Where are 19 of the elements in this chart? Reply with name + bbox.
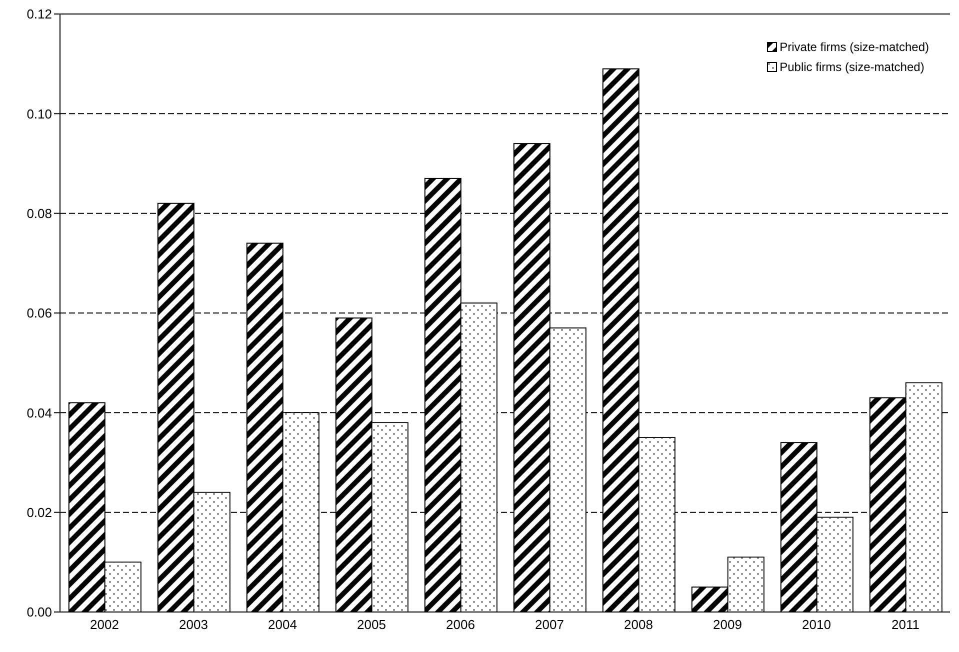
y-tick-label: 0.06 [26, 306, 52, 321]
x-tick-label: 2003 [179, 617, 208, 632]
y-tick-label: 0.04 [26, 405, 52, 420]
x-tick-label: 2007 [535, 617, 564, 632]
y-tick-label: 0.10 [26, 106, 52, 122]
y-tick-label: 0.12 [26, 6, 52, 22]
y-tick-label: 0.02 [26, 504, 52, 520]
x-tick-label: 2004 [268, 617, 297, 632]
x-tick-label: 2009 [713, 617, 742, 632]
legend-label: Private firms (size-matched) [780, 40, 929, 54]
x-tick-label: 2011 [892, 617, 920, 632]
x-tick-label: 2002 [90, 617, 119, 632]
x-tick-label: 2010 [802, 617, 831, 632]
y-tick-label: 0.08 [26, 206, 52, 221]
x-tick-label: 2008 [624, 617, 653, 632]
y-tick-label: 0.00 [26, 604, 52, 620]
x-tick-label: 2006 [446, 617, 475, 632]
x-tick-label: 2005 [357, 617, 386, 632]
legend-label: Public firms (size-matched) [780, 60, 924, 74]
